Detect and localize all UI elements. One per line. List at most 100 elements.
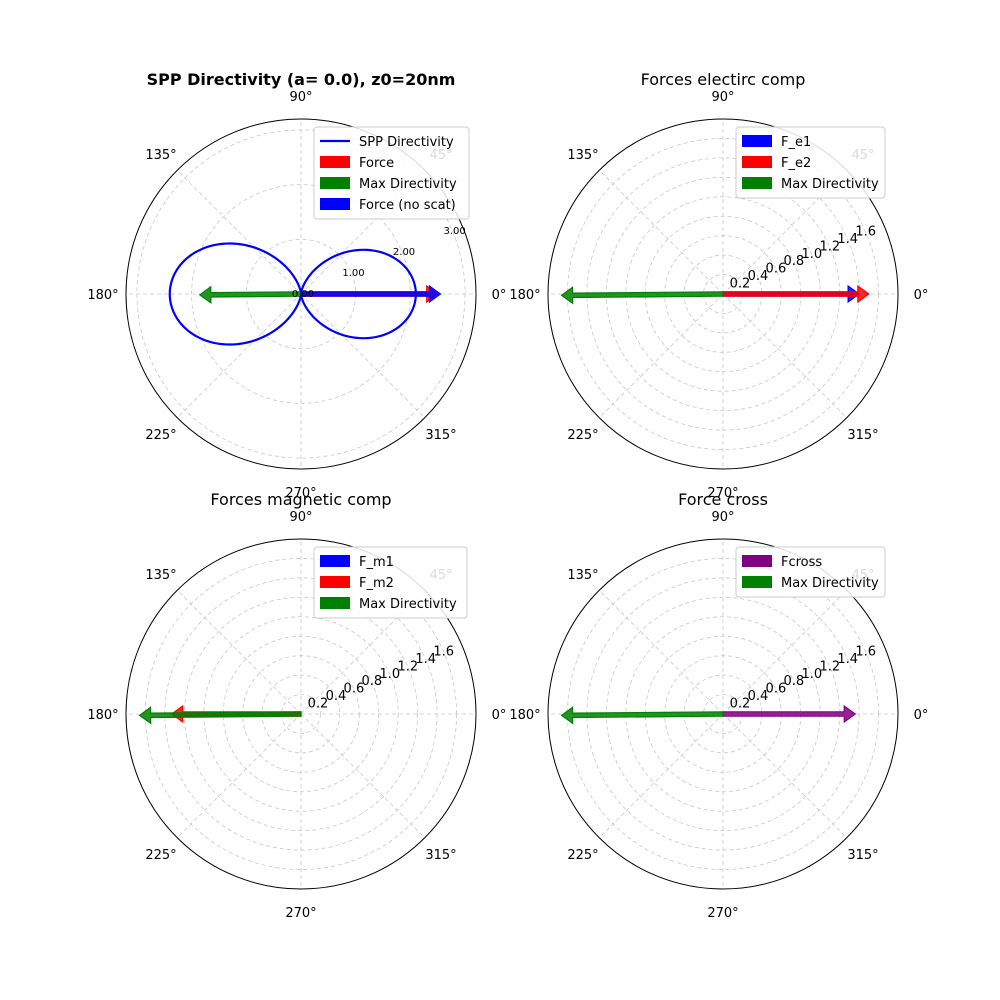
legend-swatch	[320, 576, 350, 588]
angular-gridline	[722, 169, 848, 295]
polar-spine	[125, 538, 477, 890]
legend-box	[735, 546, 886, 598]
force-arrow	[722, 704, 857, 724]
legend-swatch	[320, 597, 350, 609]
radial-tick-label: 1.2	[397, 659, 418, 674]
radial-tick-label: 0.2	[308, 697, 329, 712]
angle-tick-label: 0°	[492, 708, 507, 723]
radial-tick-label: 0.4	[748, 269, 769, 284]
polar-spine	[125, 118, 477, 470]
radial-tick-label: 0.8	[784, 254, 805, 269]
legend-label: SPP Directivity	[359, 135, 454, 150]
angle-tick-label: 135°	[145, 568, 176, 583]
radial-tick-label: 0.8	[362, 674, 383, 689]
legend-box	[735, 126, 886, 199]
radial-tick-label: 2.00	[393, 247, 415, 258]
angle-tick-label: 315°	[425, 428, 456, 443]
polar-spine	[547, 118, 899, 470]
panel-force-cross: Force cross 0°45°90°135°180°225°270°315°…	[509, 490, 928, 921]
radial-tick-label: 0.4	[326, 689, 347, 704]
radial-tick-label: 1.6	[855, 224, 876, 239]
angle-tick-label: 315°	[847, 848, 878, 863]
radial-tick-label: 1.4	[837, 232, 858, 247]
legend-swatch	[742, 135, 772, 147]
series-line	[168, 242, 417, 346]
radial-tick-label: 0.4	[748, 689, 769, 704]
radial-tick-label: 3.00	[443, 226, 465, 237]
angle-tick-label: 0°	[914, 708, 929, 723]
angle-tick-label: 180°	[87, 708, 118, 723]
angular-gridline	[176, 589, 302, 715]
legend-label: F_m1	[359, 555, 394, 570]
angular-gridline	[300, 589, 426, 715]
force-arrow	[300, 284, 442, 304]
radial-tick-label: 1.0	[801, 667, 822, 682]
angle-tick-label: 180°	[87, 288, 118, 303]
angle-tick-label: 135°	[145, 148, 176, 163]
force-arrow	[722, 284, 870, 304]
angle-tick-label: 90°	[711, 90, 734, 105]
angle-tick-label: 315°	[425, 848, 456, 863]
angle-tick-label: 225°	[145, 848, 176, 863]
radial-tick-label: 0.6	[766, 262, 787, 277]
legend-label: F_e2	[781, 156, 811, 171]
legend-label: Max Directivity	[781, 576, 879, 591]
legend-label: Max Directivity	[359, 177, 457, 192]
angular-gridline	[300, 169, 426, 295]
panel-spp-directivity: SPP Directivity (a= 0.0), z0=20nm 0°45°9…	[87, 70, 506, 501]
legend-label: Force	[359, 156, 394, 171]
angular-gridline	[176, 169, 302, 295]
radial-tick-label: 0.00	[292, 289, 314, 300]
radial-tick-label: 1.4	[837, 652, 858, 667]
legend-box	[313, 546, 468, 619]
panel-title: Forces magnetic comp	[210, 490, 391, 509]
angular-gridline	[176, 293, 302, 419]
panel-title: Forces electirc comp	[641, 70, 806, 89]
legend-box	[313, 126, 470, 220]
radial-tick-label: 1.00	[342, 268, 364, 279]
legend-swatch	[320, 555, 350, 567]
panel-title: SPP Directivity (a= 0.0), z0=20nm	[147, 70, 456, 89]
angular-gridline	[598, 169, 724, 295]
angular-gridline	[598, 293, 724, 419]
angle-tick-label: 225°	[567, 848, 598, 863]
polar-spine	[547, 538, 899, 890]
angular-gridline	[598, 589, 724, 715]
radial-tick-label: 1.6	[855, 644, 876, 659]
radial-tick-label: 1.0	[801, 247, 822, 262]
legend-swatch	[742, 555, 772, 567]
angular-gridline	[722, 713, 848, 839]
panel-forces-electric: Forces electirc comp 0°45°90°135°180°225…	[509, 70, 928, 501]
radial-tick-label: 1.4	[415, 652, 436, 667]
radial-tick-label: 0.2	[730, 277, 751, 292]
radial-gridline	[281, 694, 321, 734]
radial-tick-label: 0.6	[766, 682, 787, 697]
legend-label: F_m2	[359, 576, 394, 591]
angle-tick-label: 225°	[145, 428, 176, 443]
angle-tick-label: 315°	[847, 428, 878, 443]
radial-tick-label: 0.8	[784, 674, 805, 689]
angle-tick-label: 90°	[289, 510, 312, 525]
angular-gridline	[300, 293, 426, 419]
angle-tick-label: 180°	[509, 288, 540, 303]
legend-swatch	[320, 177, 350, 189]
angle-tick-label: 270°	[707, 486, 738, 501]
radial-tick-label: 1.2	[819, 659, 840, 674]
angle-tick-label: 0°	[914, 288, 929, 303]
legend-label: Force (no scat)	[359, 198, 456, 213]
radial-tick-label: 1.0	[379, 667, 400, 682]
legend-label: Max Directivity	[359, 597, 457, 612]
panel-title: Force cross	[678, 490, 768, 509]
angle-tick-label: 135°	[567, 148, 598, 163]
legend-swatch	[742, 156, 772, 168]
angular-gridline	[176, 713, 302, 839]
force-arrow	[560, 286, 724, 305]
legend-swatch	[320, 156, 350, 168]
radial-tick-label: 1.6	[433, 644, 454, 659]
angle-tick-label: 135°	[567, 568, 598, 583]
angle-tick-label: 225°	[567, 428, 598, 443]
angular-gridline	[722, 589, 848, 715]
legend-swatch	[742, 576, 772, 588]
force-arrow	[138, 706, 302, 725]
